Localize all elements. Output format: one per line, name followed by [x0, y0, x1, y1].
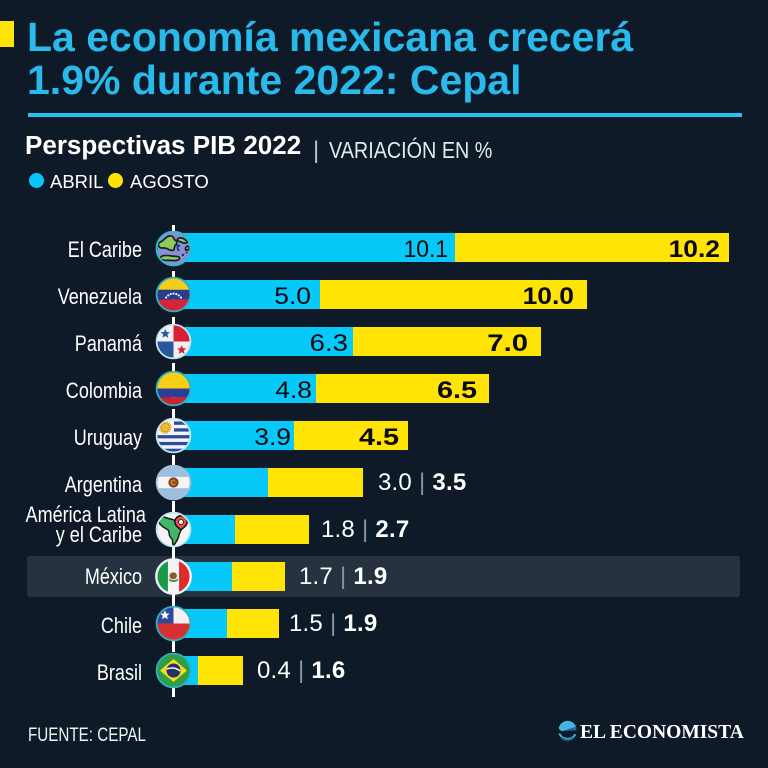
- svg-text:EL ECONOMISTA: EL ECONOMISTA: [580, 722, 744, 743]
